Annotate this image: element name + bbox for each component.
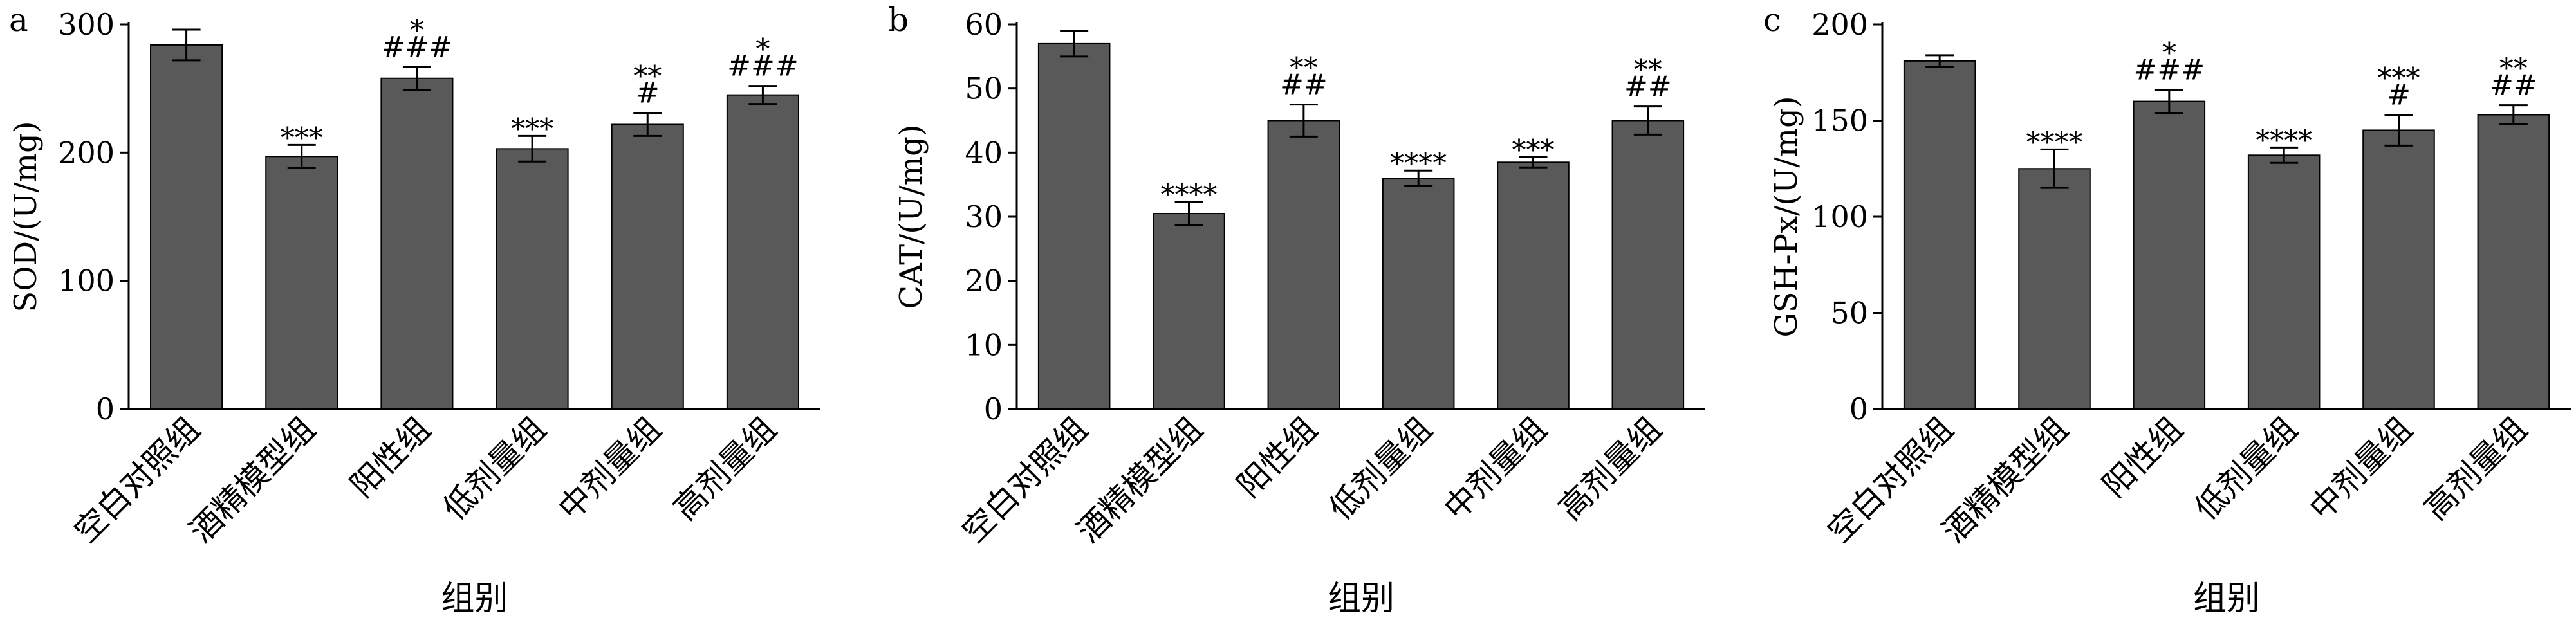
significance-stars: ** <box>1290 52 1318 85</box>
chart-panel-b: b0102030405060CAT/(U/mg)空白对照组****酒精模型组##… <box>888 1 1705 618</box>
significance-stars: * <box>755 33 770 66</box>
category-label: 阳性组 <box>1230 410 1324 504</box>
category-label: 阳性组 <box>343 410 438 504</box>
significance-hash: ### <box>2134 54 2205 87</box>
significance-hash: # <box>636 77 660 110</box>
category-label: 空白对照组 <box>1821 410 1961 550</box>
category-label: 酒精模型组 <box>1935 410 2075 550</box>
significance-stars: * <box>410 14 424 47</box>
y-tick-label: 60 <box>965 7 1003 42</box>
category-label: 阳性组 <box>2095 410 2190 504</box>
significance-stars: **** <box>2256 124 2312 157</box>
y-tick-label: 100 <box>1812 199 1868 234</box>
x-axis-title: 组别 <box>2193 579 2260 618</box>
category-label: 低剂量组 <box>1322 410 1439 527</box>
panel-letter: c <box>1763 1 1781 39</box>
bar-3 <box>380 77 454 410</box>
category-label: 高剂量组 <box>1552 410 1669 527</box>
y-tick-label: 100 <box>58 264 115 298</box>
bar-1 <box>1037 42 1111 410</box>
significance-stars: *** <box>511 113 553 145</box>
x-axis-title: 组别 <box>441 579 508 618</box>
bar-3 <box>2133 100 2206 410</box>
y-tick-label: 40 <box>965 135 1003 170</box>
significance-hash: # <box>2387 79 2411 112</box>
bar-2 <box>2018 168 2091 410</box>
y-tick-label: 50 <box>1830 296 1868 331</box>
significance-stars: ** <box>2499 53 2528 86</box>
y-tick-label: 0 <box>984 392 1003 426</box>
significance-stars: **** <box>1390 147 1447 180</box>
significance-stars: *** <box>2378 62 2420 95</box>
y-axis-title: CAT/(U/mg) <box>893 124 929 309</box>
y-tick-label: 300 <box>58 7 115 42</box>
bar-2 <box>265 156 338 410</box>
bar-4 <box>2247 154 2321 410</box>
significance-hash: ### <box>382 31 453 64</box>
significance-stars: ** <box>1634 54 1662 87</box>
category-label: 中剂量组 <box>551 410 668 527</box>
category-label: 低剂量组 <box>2187 410 2304 527</box>
significance-stars: * <box>2162 37 2176 70</box>
panel-letter: b <box>888 1 909 39</box>
significance-hash: ## <box>1624 71 1672 104</box>
category-label: 空白对照组 <box>67 410 207 550</box>
bar-1 <box>150 44 223 410</box>
significance-hash: ## <box>2490 69 2537 102</box>
chart-panel-c: c050100150200GSH-Px/(U/mg)空白对照组****酒精模型组… <box>1763 1 2571 618</box>
significance-hash: ## <box>1280 69 1328 102</box>
bar-6 <box>2477 114 2550 410</box>
y-tick-label: 30 <box>965 199 1003 234</box>
y-axis-title: GSH-Px/(U/mg) <box>1768 96 1804 337</box>
bar-4 <box>1382 178 1455 410</box>
category-label: 空白对照组 <box>955 410 1095 550</box>
y-tick-label: 200 <box>1812 7 1868 42</box>
bar-6 <box>1611 120 1685 410</box>
category-label: 酒精模型组 <box>182 410 322 550</box>
bar-3 <box>1267 120 1340 410</box>
bar-1 <box>1903 60 1976 410</box>
y-tick-label: 50 <box>965 71 1003 106</box>
category-label: 低剂量组 <box>436 410 553 527</box>
y-tick-label: 150 <box>1812 104 1868 138</box>
y-tick-label: 20 <box>965 264 1003 298</box>
significance-stars: *** <box>1512 134 1555 167</box>
significance-stars: *** <box>281 122 323 154</box>
y-axis-title: SOD/(U/mg) <box>8 121 44 312</box>
category-label: 高剂量组 <box>2417 410 2534 527</box>
significance-hash: ### <box>727 50 799 83</box>
category-label: 中剂量组 <box>2303 410 2420 527</box>
panel-letter: a <box>9 1 28 39</box>
x-axis-title: 组别 <box>1328 579 1395 618</box>
bar-4 <box>496 148 569 410</box>
y-tick-label: 200 <box>58 135 115 170</box>
y-tick-label: 0 <box>1849 392 1868 426</box>
significance-stars: **** <box>2026 126 2083 159</box>
significance-stars: ** <box>633 60 662 93</box>
category-label: 高剂量组 <box>666 410 783 527</box>
chart-panel-a: a0100200300SOD/(U/mg)空白对照组***酒精模型组###*阳性… <box>8 1 820 618</box>
bar-5 <box>2362 129 2435 410</box>
bar-5 <box>611 123 684 410</box>
y-tick-label: 10 <box>965 327 1003 362</box>
y-tick-label: 0 <box>96 392 115 426</box>
category-label: 酒精模型组 <box>1070 410 1210 550</box>
bar-6 <box>726 94 799 410</box>
bar-2 <box>1153 213 1225 410</box>
category-label: 中剂量组 <box>1437 410 1554 527</box>
significance-stars: **** <box>1161 179 1218 212</box>
bar-5 <box>1497 161 1570 410</box>
